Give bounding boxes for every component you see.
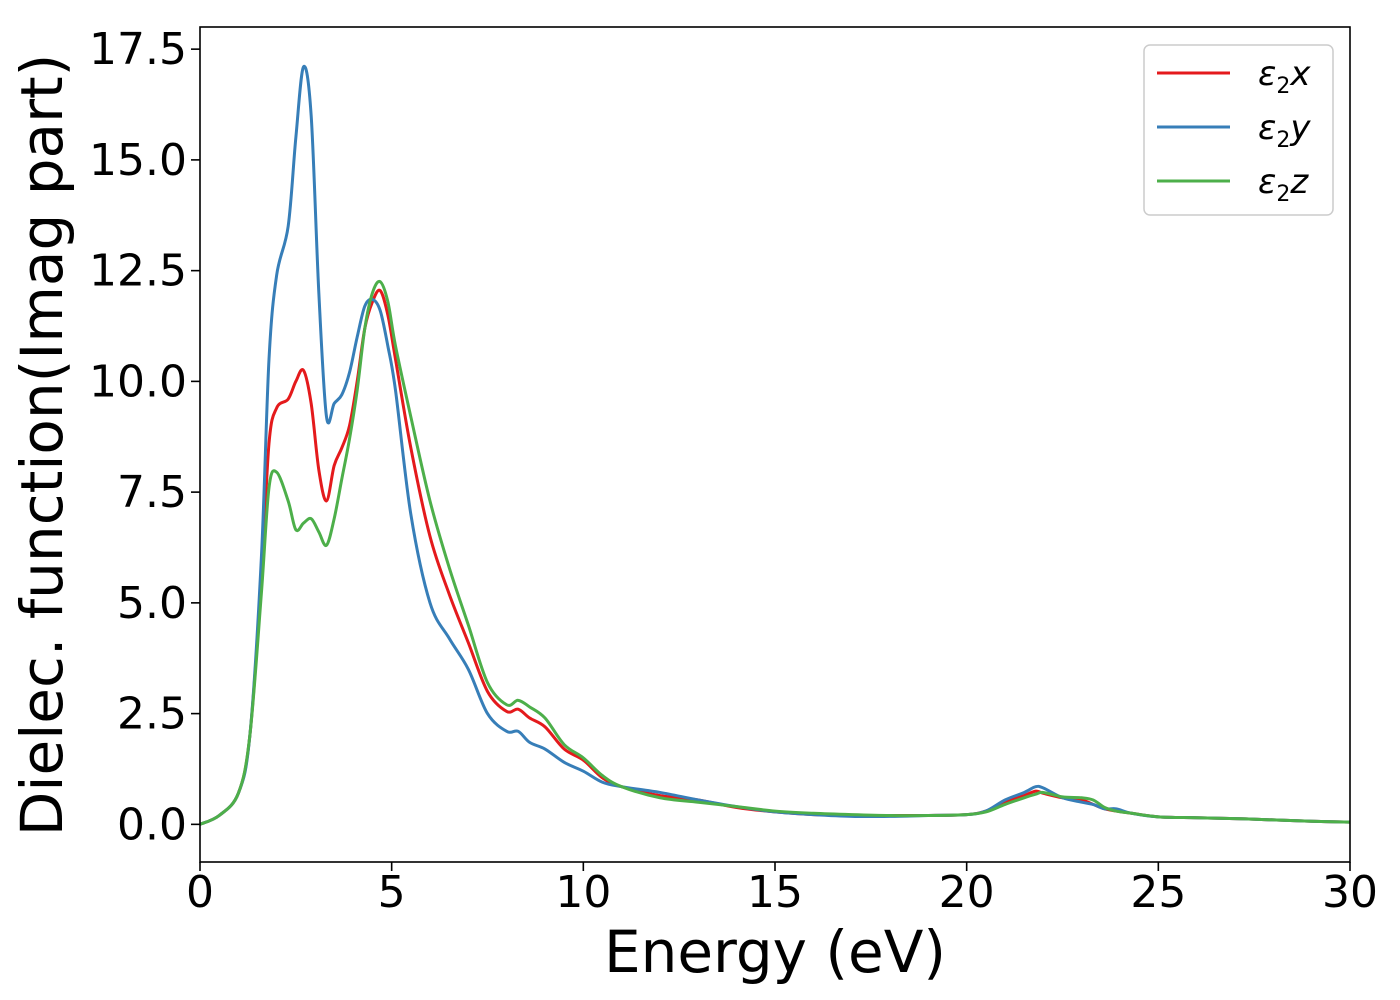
x-tick-label: 25	[1130, 867, 1186, 918]
y-axis-ticks: 0.0 2.5 5.0 7.5 10.0 12.5 15.0 17.5	[89, 24, 200, 850]
series-line-z	[199, 279, 1351, 826]
series-line-x	[199, 288, 1351, 826]
x-tick-label: 15	[747, 867, 803, 918]
legend-box	[1143, 44, 1334, 216]
legend-entry-y: ε2y	[1157, 108, 1311, 153]
y-tick-label: 2.5	[117, 689, 187, 740]
y-tick-label: 15.0	[89, 135, 187, 186]
y-tick-label: 10.0	[89, 356, 187, 407]
legend-label: ε2x	[1258, 54, 1311, 99]
legend-label: ε2z	[1258, 162, 1309, 207]
y-tick-label: 5.0	[117, 578, 187, 629]
x-tick-label: 10	[555, 867, 611, 918]
legend: ε2x ε2y ε2z	[1143, 44, 1334, 216]
plot-lines	[199, 64, 1351, 826]
x-axis-ticks: 0 5 10 15 20 25 30	[186, 862, 1378, 918]
y-tick-label: 12.5	[89, 246, 187, 297]
y-tick-label: 0.0	[117, 799, 187, 850]
x-tick-label: 20	[939, 867, 995, 918]
series-line-y	[199, 64, 1351, 826]
y-axis-label: Dielec. function(Imag part)	[8, 54, 76, 837]
y-tick-label: 7.5	[117, 467, 187, 518]
x-tick-label: 0	[186, 867, 214, 918]
x-axis-label: Energy (eV)	[604, 918, 946, 986]
y-tick-label: 17.5	[89, 24, 187, 75]
legend-label: ε2y	[1258, 108, 1311, 153]
legend-entries: ε2x ε2y ε2z	[1157, 54, 1311, 207]
legend-entry-z: ε2z	[1157, 162, 1309, 207]
x-tick-label: 30	[1322, 867, 1378, 918]
legend-entry-x: ε2x	[1157, 54, 1311, 99]
x-tick-label: 5	[378, 867, 406, 918]
